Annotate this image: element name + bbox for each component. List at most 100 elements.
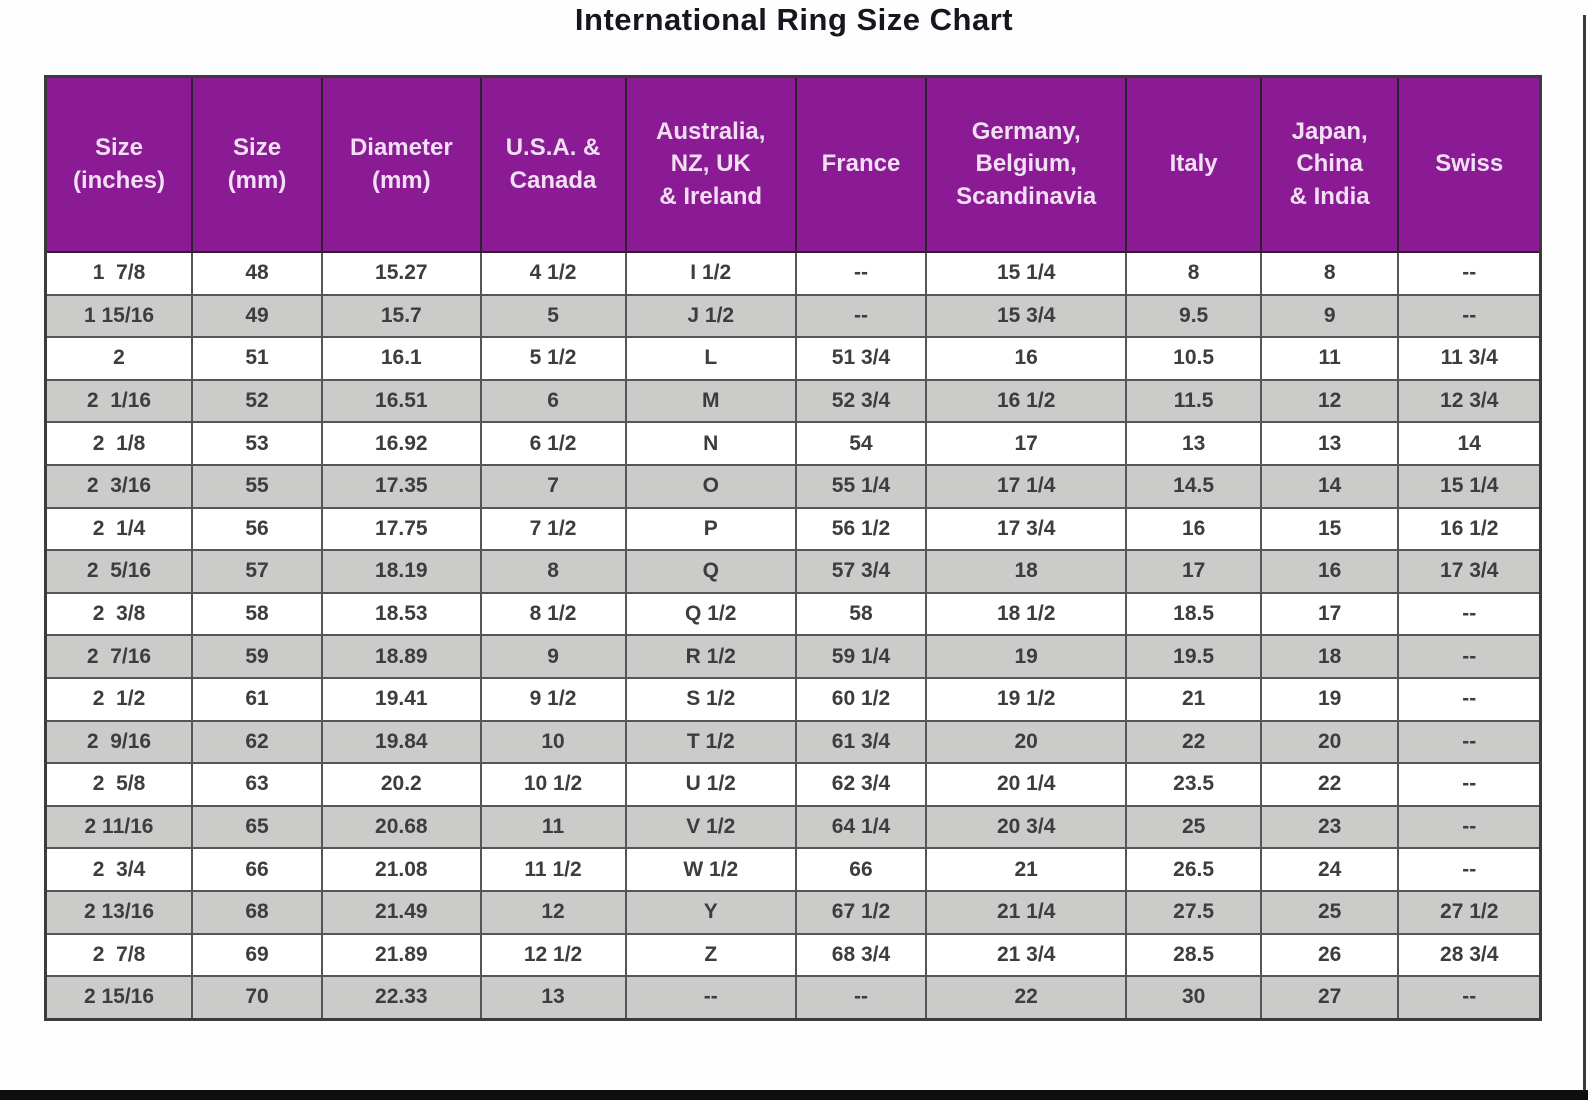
table-cell: 16 xyxy=(925,336,1128,381)
table-cell: 21 xyxy=(925,847,1128,892)
table-cell: 66 xyxy=(794,847,928,892)
table-cell: 21 xyxy=(1125,676,1262,722)
table-cell: 21.89 xyxy=(321,932,482,978)
table-cell: 69 xyxy=(190,932,324,978)
table-row: 2 11/16 65 20.68 11 V 1/2 64 1/4 20 3/4 25 23 -- xyxy=(44,804,1542,850)
table-cell: 2 5/16 xyxy=(44,549,193,594)
table-cell: 55 1/4 xyxy=(794,463,928,509)
table-cell: 48 xyxy=(190,251,324,296)
table-cell: 21 1/4 xyxy=(925,889,1128,935)
table-cell: 55 xyxy=(190,463,324,509)
table-row: 2 15/16 70 22.33 13 -- -- 22 30 27 -- xyxy=(44,975,1542,1021)
table-cell: 16 1/2 xyxy=(1397,506,1542,552)
table-cell: 15.27 xyxy=(321,251,482,296)
table-cell: 16.92 xyxy=(321,421,482,466)
column-header: Size (inches) xyxy=(44,75,193,253)
table-cell: 21 3/4 xyxy=(925,932,1128,978)
table-cell: W 1/2 xyxy=(624,847,797,892)
table-cell: 57 3/4 xyxy=(794,549,928,594)
table-cell: 26 xyxy=(1259,932,1400,978)
table-cell: 59 1/4 xyxy=(794,634,928,679)
table-cell: 2 1/16 xyxy=(44,378,193,424)
table-cell: 17 3/4 xyxy=(925,506,1128,552)
table-row: 2 5/8 63 20.2 10 1/2 U 1/2 62 3/4 20 1/4 23.5 22… xyxy=(44,762,1542,807)
table-cell: V 1/2 xyxy=(624,804,797,850)
column-header: Swiss xyxy=(1397,75,1542,253)
table-cell: 27 xyxy=(1259,975,1400,1021)
table-cell: 61 3/4 xyxy=(794,719,928,765)
table-cell: 20 xyxy=(1259,719,1400,765)
table-cell: 51 3/4 xyxy=(794,336,928,381)
table-cell: 52 xyxy=(190,378,324,424)
table-cell: 7 1/2 xyxy=(479,506,627,552)
table-cell: O xyxy=(624,463,797,509)
table-cell: I 1/2 xyxy=(624,251,797,296)
table-cell: -- xyxy=(1397,762,1542,807)
table-cell: 12 xyxy=(1259,378,1400,424)
table-cell: L xyxy=(624,336,797,381)
table-cell: 12 1/2 xyxy=(479,932,627,978)
table-cell: -- xyxy=(1397,804,1542,850)
table-cell: 20 3/4 xyxy=(925,804,1128,850)
column-header: Size (mm) xyxy=(190,75,324,253)
table-cell: 19.84 xyxy=(321,719,482,765)
table-cell: 1 15/16 xyxy=(44,293,193,339)
table-body: 1 7/8 48 15.27 4 1/2 I 1/2 -- 15 1/4 8 8 -- 1 15/1… xyxy=(44,251,1542,1021)
table-cell: 8 xyxy=(1259,251,1400,296)
bottom-bar xyxy=(0,1090,1588,1100)
table-cell: 2 15/16 xyxy=(44,975,193,1021)
table-cell: 22 xyxy=(1259,762,1400,807)
table-cell: 5 1/2 xyxy=(479,336,627,381)
table-cell: 62 3/4 xyxy=(794,762,928,807)
table-cell: 25 xyxy=(1259,889,1400,935)
table-cell: 11 xyxy=(1259,336,1400,381)
table-cell: -- xyxy=(1397,676,1542,722)
table-cell: 11 1/2 xyxy=(479,847,627,892)
table-cell: 14.5 xyxy=(1125,463,1262,509)
column-header: Germany, Belgium, Scandinavia xyxy=(925,75,1128,253)
table-cell: 2 7/16 xyxy=(44,634,193,679)
table-cell: 9 xyxy=(1259,293,1400,339)
table-cell: 20 1/4 xyxy=(925,762,1128,807)
table-cell: -- xyxy=(1397,591,1542,637)
table-cell: 6 xyxy=(479,378,627,424)
table-row: 2 1/8 53 16.92 6 1/2 N 54 17 13 13 14 xyxy=(44,421,1542,466)
table-cell: 2 3/8 xyxy=(44,591,193,637)
table-row: 2 5/16 57 18.19 8 Q 57 3/4 18 17 16 17 3/4 xyxy=(44,549,1542,594)
table-cell: 2 3/16 xyxy=(44,463,193,509)
table-cell: 26.5 xyxy=(1125,847,1262,892)
table-cell: Q 1/2 xyxy=(624,591,797,637)
table-row: 1 7/8 48 15.27 4 1/2 I 1/2 -- 15 1/4 8 8 -- xyxy=(44,251,1542,296)
table-cell: 10.5 xyxy=(1125,336,1262,381)
table-row: 2 7/16 59 18.89 9 R 1/2 59 1/4 19 19.5 18 -- xyxy=(44,634,1542,679)
table-cell: 57 xyxy=(190,549,324,594)
table-cell: 8 xyxy=(1125,251,1262,296)
table-cell: 54 xyxy=(794,421,928,466)
table-cell: 27 1/2 xyxy=(1397,889,1542,935)
table-cell: 17 xyxy=(925,421,1128,466)
table-cell: T 1/2 xyxy=(624,719,797,765)
table-cell: 19 1/2 xyxy=(925,676,1128,722)
table-cell: Z xyxy=(624,932,797,978)
table-cell: 68 3/4 xyxy=(794,932,928,978)
table-cell: 27.5 xyxy=(1125,889,1262,935)
table-cell: -- xyxy=(1397,293,1542,339)
table-cell: 19 xyxy=(925,634,1128,679)
table-cell: U 1/2 xyxy=(624,762,797,807)
table-cell: -- xyxy=(1397,634,1542,679)
column-header: France xyxy=(794,75,928,253)
table-cell: 20 xyxy=(925,719,1128,765)
table-cell: 12 xyxy=(479,889,627,935)
table-cell: 19.5 xyxy=(1125,634,1262,679)
table-cell: 70 xyxy=(190,975,324,1021)
table-cell: 56 1/2 xyxy=(794,506,928,552)
table-cell: 19 xyxy=(1259,676,1400,722)
table-cell: 25 xyxy=(1125,804,1262,850)
table-cell: M xyxy=(624,378,797,424)
table-cell: 56 xyxy=(190,506,324,552)
table-cell: -- xyxy=(794,293,928,339)
ring-size-table: Size (inches) Size (mm) Diameter (mm) U.S.A… xyxy=(44,75,1542,1021)
table-cell: 15 1/4 xyxy=(1397,463,1542,509)
table-cell: -- xyxy=(1397,251,1542,296)
table-cell: 13 xyxy=(1125,421,1262,466)
